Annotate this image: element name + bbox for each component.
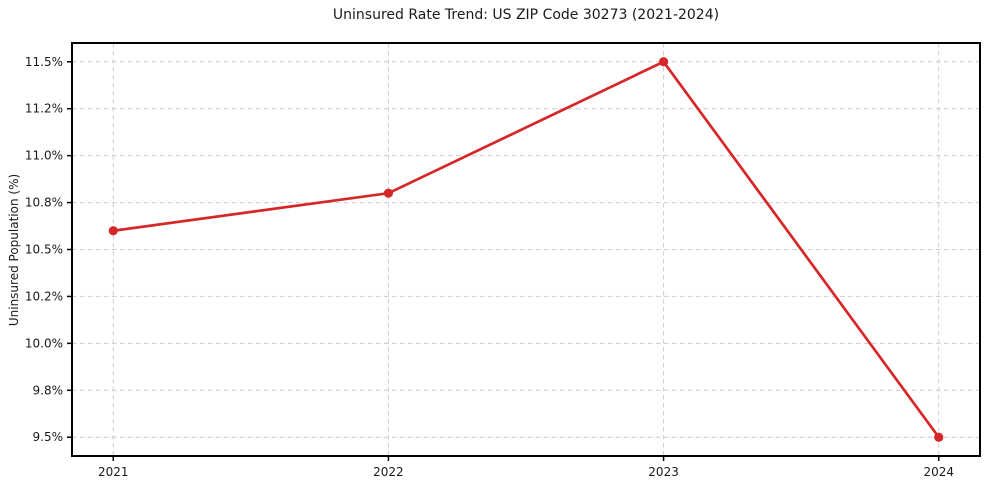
y-tick-label: 11.0%: [25, 149, 63, 163]
x-tick-label: 2024: [923, 465, 954, 479]
x-tick-label: 2022: [373, 465, 404, 479]
y-tick-label: 10.8%: [25, 196, 63, 210]
x-tick-label: 2023: [648, 465, 679, 479]
data-point-2022: [383, 188, 394, 198]
y-tick-label: 9.8%: [33, 383, 64, 397]
y-tick-label: 10.2%: [25, 289, 63, 303]
chart-title: Uninsured Rate Trend: US ZIP Code 30273 …: [332, 7, 720, 23]
y-tick-label: 10.0%: [25, 336, 63, 350]
y-tick-label: 10.5%: [25, 243, 63, 257]
data-point-2024: [934, 432, 944, 442]
y-tick-label: 9.5%: [33, 430, 64, 444]
y-tick-label: 11.2%: [25, 102, 63, 116]
y-tick-label: 11.5%: [25, 55, 63, 69]
data-point-2021: [108, 226, 118, 236]
x-tick-label: 2021: [98, 465, 129, 479]
trend-line: [111, 60, 941, 439]
data-point-2023: [658, 57, 669, 67]
